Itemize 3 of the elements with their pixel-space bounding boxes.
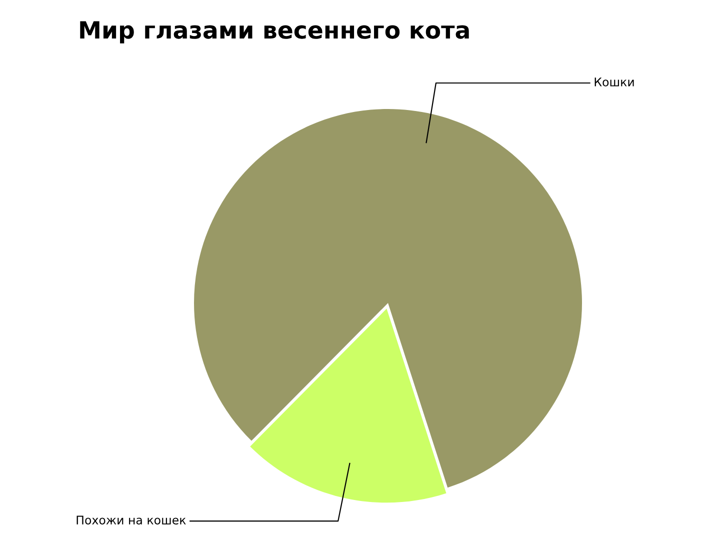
chart-title: Мир глазами весеннего кота (80, 21, 469, 44)
slice-label: Кошки (594, 78, 634, 86)
slice-label: Похожи на кошек (76, 516, 186, 524)
